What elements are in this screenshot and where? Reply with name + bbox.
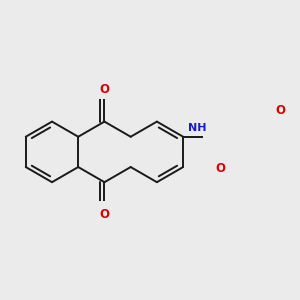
Text: O: O — [275, 104, 285, 117]
Text: O: O — [100, 208, 110, 221]
Text: O: O — [100, 83, 110, 96]
Text: O: O — [215, 162, 225, 175]
Text: NH: NH — [188, 123, 207, 133]
